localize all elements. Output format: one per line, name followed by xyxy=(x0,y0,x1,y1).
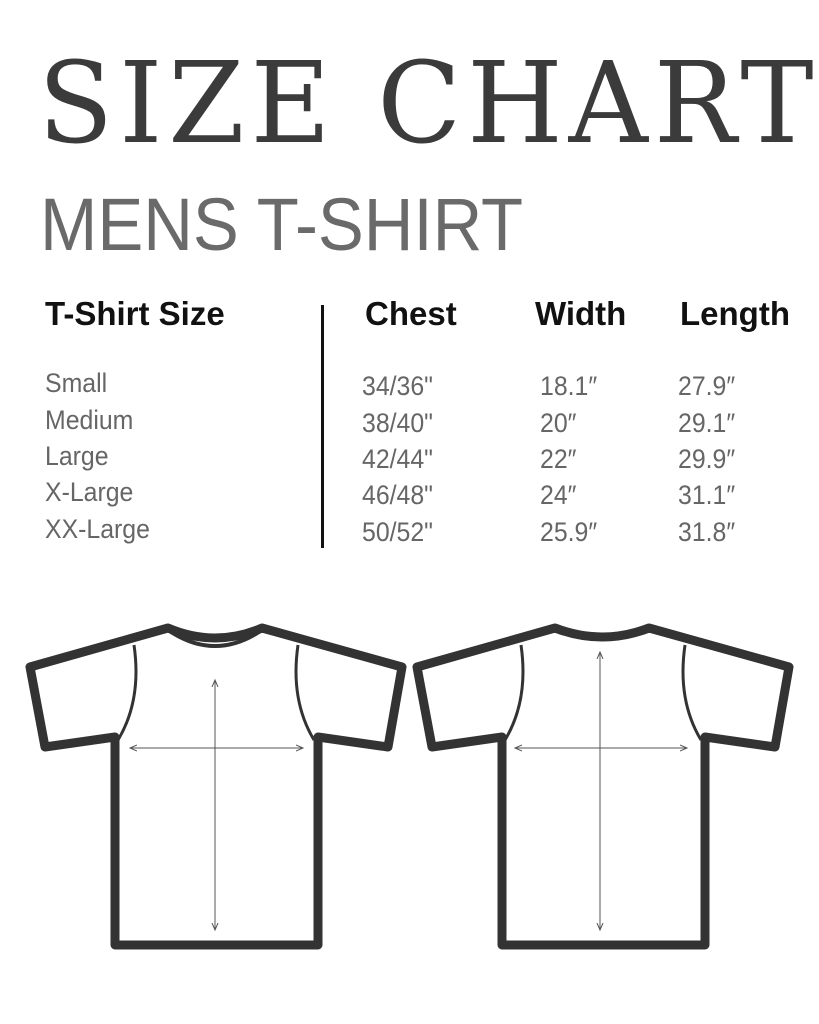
cell-size: X-Large xyxy=(45,477,134,507)
header-chest: Chest xyxy=(365,295,457,332)
header-width: Width xyxy=(535,295,627,332)
cell-length: 29.1″ xyxy=(678,408,736,438)
column-divider xyxy=(321,305,324,548)
page-title: SIZE CHART xyxy=(38,39,819,169)
cell-chest: 34/36" xyxy=(362,371,433,401)
cell-chest: 42/44" xyxy=(362,444,433,474)
cell-width: 22″ xyxy=(540,444,577,474)
header-size: T-Shirt Size xyxy=(45,295,225,332)
cell-chest: 46/48" xyxy=(362,480,433,510)
cell-size: Large xyxy=(45,441,109,471)
cell-length: 29.9″ xyxy=(678,444,736,474)
cell-width: 20″ xyxy=(540,408,577,438)
cell-chest: 38/40" xyxy=(362,408,433,438)
cell-size: XX-Large xyxy=(45,514,150,544)
t-shirt-front-icon xyxy=(25,623,407,950)
cell-length: 27.9″ xyxy=(678,371,736,401)
cell-length: 31.8″ xyxy=(678,517,736,547)
cell-chest: 50/52" xyxy=(362,517,433,547)
cell-length: 31.1″ xyxy=(678,480,736,510)
cell-size: Small xyxy=(45,368,108,398)
header-length: Length xyxy=(680,295,790,332)
cell-width: 18.1″ xyxy=(540,371,598,401)
page-subtitle: MENS T-SHIRT xyxy=(40,183,524,266)
cell-size: Medium xyxy=(45,405,134,435)
cell-width: 25.9″ xyxy=(540,517,598,547)
t-shirt-back-icon xyxy=(412,623,794,950)
cell-width: 24″ xyxy=(540,480,577,510)
t-shirt-illustrations xyxy=(25,623,794,950)
